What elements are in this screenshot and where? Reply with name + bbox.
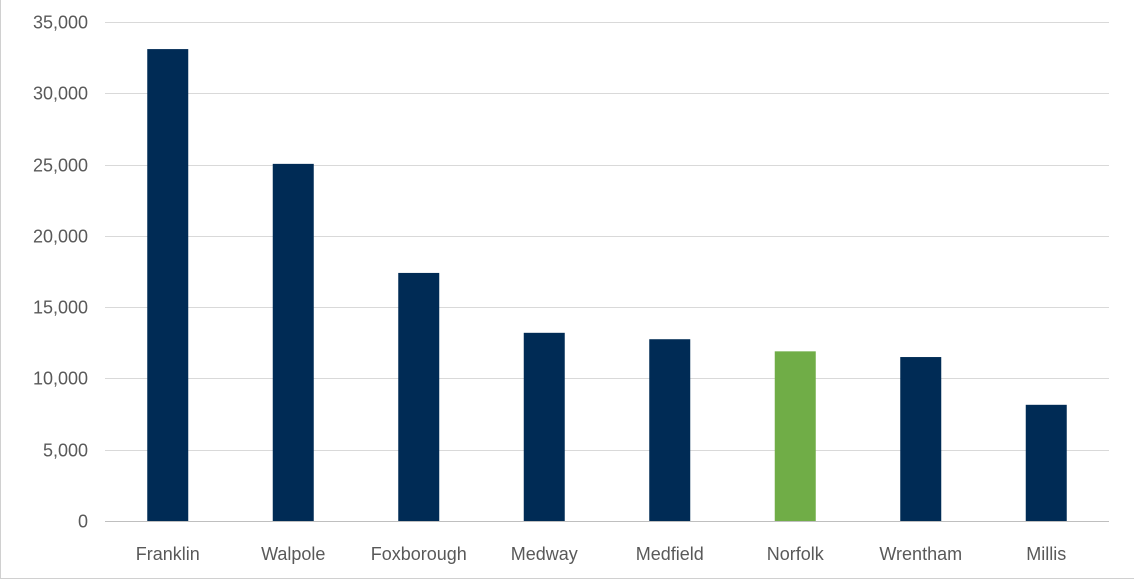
y-tick-label: 30,000 <box>33 84 88 104</box>
y-tick-label: 10,000 <box>33 369 88 389</box>
y-tick-label: 15,000 <box>33 298 88 318</box>
y-tick-label: 5,000 <box>43 441 88 461</box>
y-tick-label: 35,000 <box>33 13 88 33</box>
x-category-label: Franklin <box>136 544 200 564</box>
x-category-label: Medfield <box>636 544 704 564</box>
x-category-label: Norfolk <box>767 544 825 564</box>
bar-millis <box>1025 404 1067 521</box>
x-category-label: Walpole <box>261 544 325 564</box>
bar-norfolk <box>774 351 816 521</box>
x-axis-category-labels: Franklin Walpole Foxborough Medway Medfield N… <box>136 544 1067 564</box>
bars <box>147 49 1067 522</box>
bar-medfield <box>649 339 691 521</box>
y-tick-label: 0 <box>78 512 88 532</box>
y-tick-label: 25,000 <box>33 156 88 176</box>
bar-medway <box>523 332 565 521</box>
bar-walpole <box>272 163 314 521</box>
bar-wrentham <box>900 357 942 521</box>
x-category-label: Medway <box>511 544 578 564</box>
bar-franklin <box>147 49 189 522</box>
y-axis-tick-labels: 0 5,000 10,000 15,000 20,000 25,000 30,000 35,0… <box>33 13 88 532</box>
gridlines <box>105 22 1109 451</box>
bar-foxborough <box>398 272 440 521</box>
x-category-label: Wrentham <box>879 544 962 564</box>
y-tick-label: 20,000 <box>33 227 88 247</box>
x-category-label: Foxborough <box>371 544 467 564</box>
x-category-label: Millis <box>1026 544 1066 564</box>
